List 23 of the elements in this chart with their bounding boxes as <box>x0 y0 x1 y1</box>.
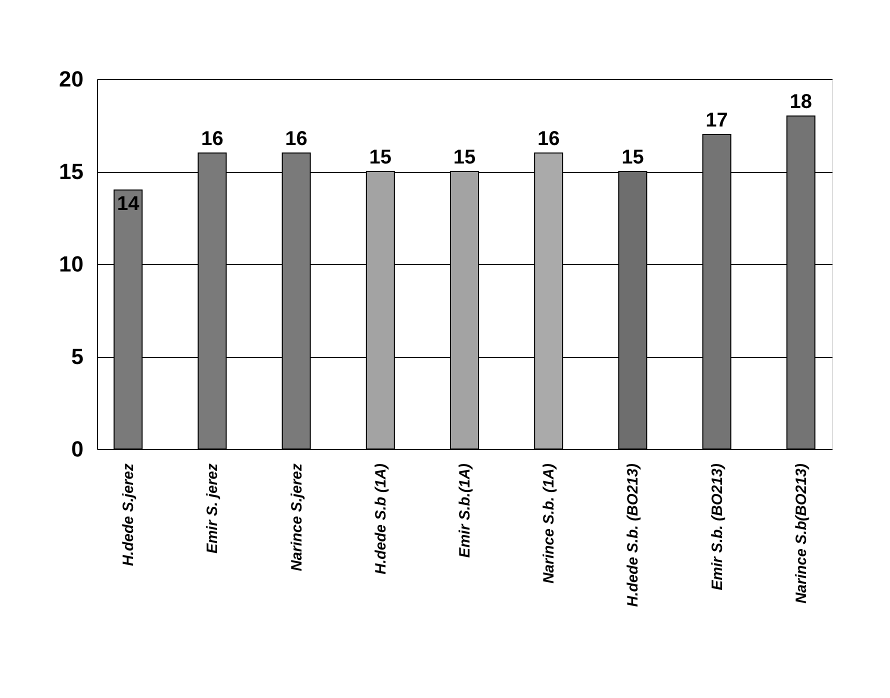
x-tick-label: H.dede S.b. (BO213) <box>624 464 642 607</box>
data-label: 14 <box>116 193 140 215</box>
y-tick-label: 10 <box>59 252 84 276</box>
x-tick-label: Emir S.b. (BO213) <box>708 463 726 590</box>
data-label: 18 <box>790 91 812 113</box>
y-tick-label: 0 <box>71 436 84 462</box>
x-tick-label: H.dede S.b (1A) <box>372 464 390 574</box>
data-label: 15 <box>453 146 476 168</box>
data-label: 16 <box>537 128 560 150</box>
data-label: 16 <box>285 128 308 150</box>
x-tick-label: Narince S.jerez <box>288 463 306 572</box>
data-label: 17 <box>706 110 728 132</box>
x-tick-label: H.dede S.jerez <box>120 463 138 566</box>
x-tick-label: Narince S.b. (1A) <box>540 463 558 584</box>
y-tick-label: 15 <box>59 159 84 184</box>
x-tick-label: Emir S. jerez <box>204 463 222 554</box>
x-tick-label: Narince S.b(BO213) <box>792 463 810 604</box>
data-label: 15 <box>622 146 644 168</box>
data-label: 16 <box>201 128 224 150</box>
x-tick-label: Emir S.b.(1A) <box>456 464 474 558</box>
y-tick-label: 20 <box>59 66 84 92</box>
y-tick-label: 5 <box>71 344 84 369</box>
data-label: 15 <box>369 146 392 168</box>
